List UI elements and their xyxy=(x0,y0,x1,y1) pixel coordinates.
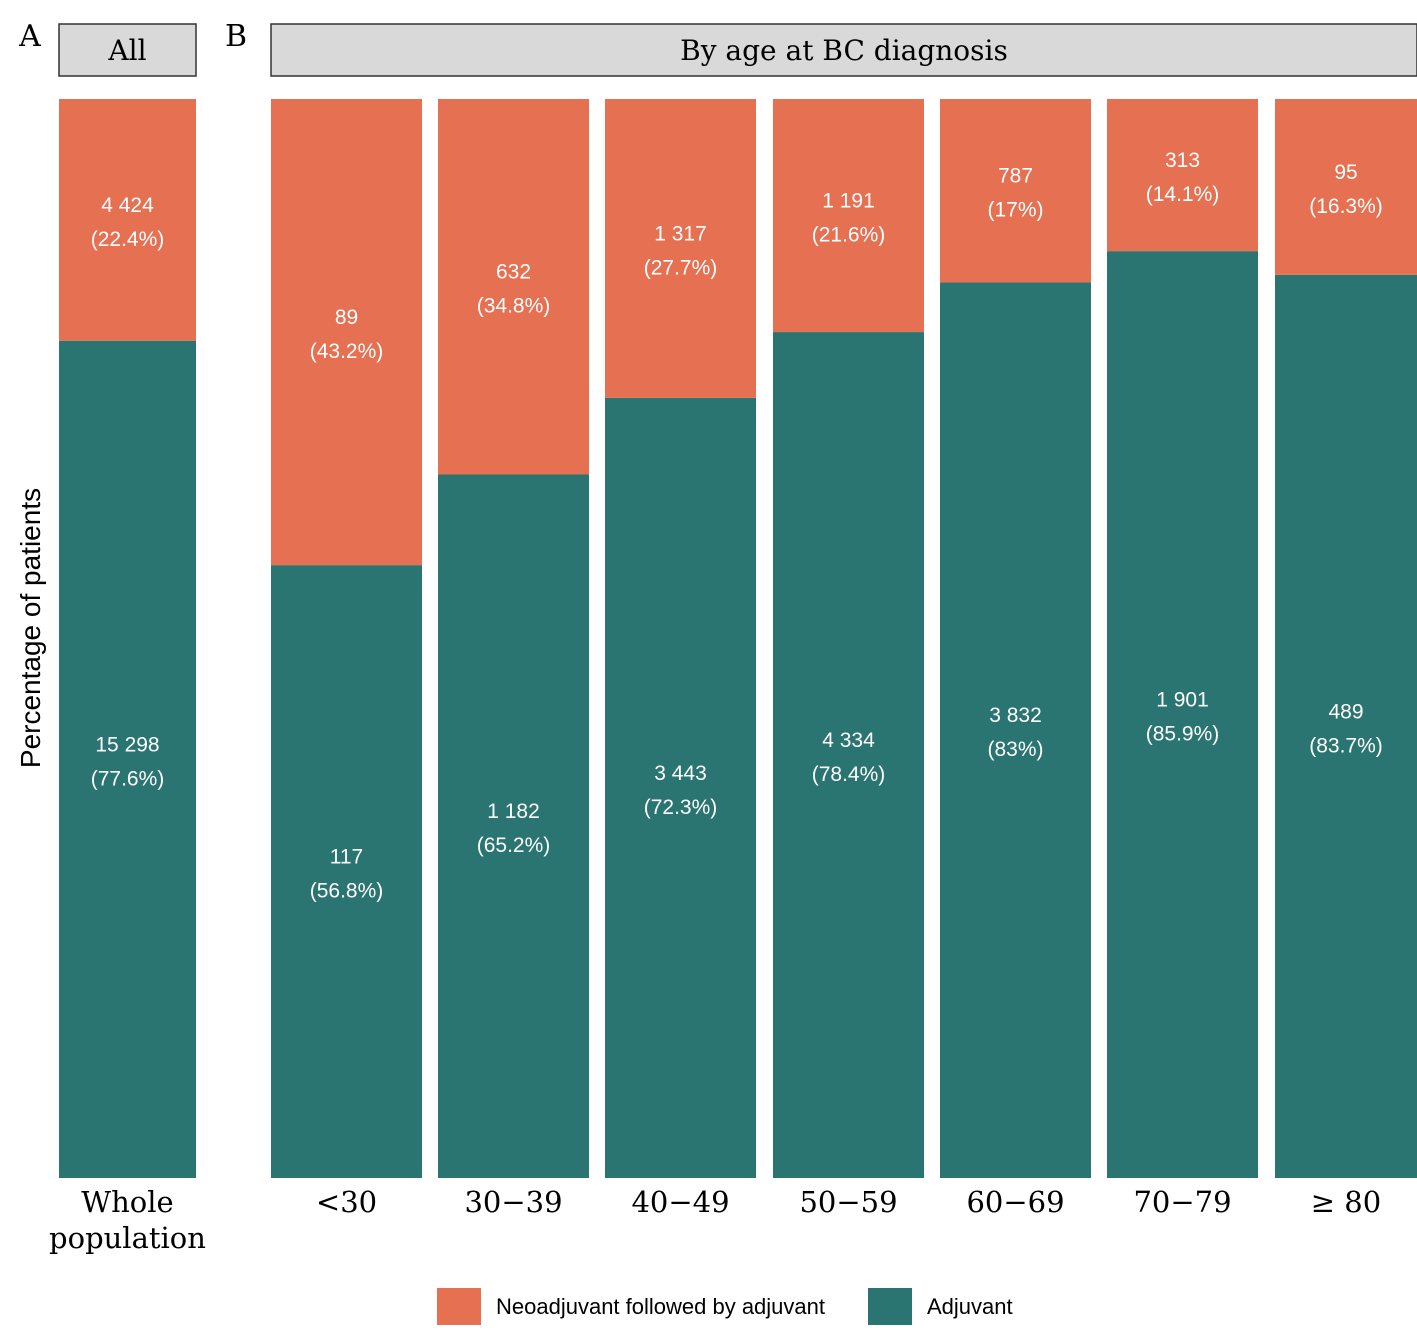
data-label-percent-adjuvant-p1-c0: (56.8%) xyxy=(310,880,384,903)
bar-adjuvant-p1-c6 xyxy=(1275,274,1417,1178)
legend-label-adjuvant: Adjuvant xyxy=(927,1294,1013,1319)
bar-adjuvant-p1-c5 xyxy=(1107,251,1258,1179)
data-label-count-neoadjuvant-p1-c6: 95 xyxy=(1334,161,1357,184)
data-label-count-adjuvant-p1-c0: 117 xyxy=(330,846,363,869)
legend-swatch-neoadjuvant xyxy=(437,1288,481,1325)
bar-adjuvant-p1-c2 xyxy=(605,397,756,1178)
bar-neoadjuvant-p1-c1 xyxy=(438,99,589,475)
bar-adjuvant-p1-c1 xyxy=(438,474,589,1178)
legend-label-neoadjuvant: Neoadjuvant followed by adjuvant xyxy=(496,1294,825,1319)
x-tick-label-p0-c0-line1: population xyxy=(49,1221,206,1255)
data-label-count-neoadjuvant-p1-c1: 632 xyxy=(496,261,531,284)
x-tick-label-p1-c0: <30 xyxy=(316,1185,377,1219)
data-label-count-adjuvant-p1-c3: 4 334 xyxy=(822,729,875,752)
panel-b-strip xyxy=(270,23,1417,77)
bar-neoadjuvant-p1-c2 xyxy=(605,99,756,398)
x-tick-label-p0-c0: Whole xyxy=(81,1185,173,1219)
data-label-percent-adjuvant-p1-c6: (83.7%) xyxy=(1309,734,1383,757)
data-label-count-neoadjuvant-p1-c3: 1 191 xyxy=(822,190,875,213)
data-label-percent-neoadjuvant-p1-c1: (34.8%) xyxy=(477,295,551,318)
data-label-percent-neoadjuvant-p1-c4: (17%) xyxy=(987,199,1043,222)
y-axis-label: Percentage of patients xyxy=(15,488,46,768)
data-label-percent-adjuvant-p1-c1: (65.2%) xyxy=(477,834,551,857)
data-label-count-adjuvant-p1-c1: 1 182 xyxy=(487,800,540,823)
data-label-count-adjuvant-p1-c4: 3 832 xyxy=(989,704,1042,727)
data-label-percent-neoadjuvant-p1-c0: (43.2%) xyxy=(310,340,384,363)
data-label-percent-neoadjuvant-p1-c2: (27.7%) xyxy=(644,256,718,279)
panel-b-strip-title: By age at BC diagnosis xyxy=(680,34,1008,67)
x-tick-label-p1-c3: 50−59 xyxy=(799,1185,897,1219)
bar-adjuvant-p1-c0 xyxy=(271,565,422,1178)
data-label-percent-adjuvant-p1-c2: (72.3%) xyxy=(644,796,718,819)
data-label-percent-neoadjuvant-p1-c5: (14.1%) xyxy=(1146,183,1220,206)
data-label-percent-neoadjuvant-p1-c3: (21.6%) xyxy=(812,224,886,247)
data-label-count-adjuvant-p1-c5: 1 901 xyxy=(1156,689,1209,712)
data-label-count-adjuvant-p1-c6: 489 xyxy=(1328,700,1363,723)
x-tick-label-p1-c1: 30−39 xyxy=(464,1185,562,1219)
bar-neoadjuvant-p1-c6 xyxy=(1275,99,1417,275)
data-label-percent-neoadjuvant-p0-c0: (22.4%) xyxy=(91,228,165,251)
data-label-percent-neoadjuvant-p1-c6: (16.3%) xyxy=(1309,195,1383,218)
x-tick-label-p1-c5: 70−79 xyxy=(1133,1185,1231,1219)
data-label-count-adjuvant-p0-c0: 15 298 xyxy=(95,733,159,756)
bar-neoadjuvant-p1-c0 xyxy=(271,99,422,566)
bar-neoadjuvant-p0-c0 xyxy=(59,99,196,341)
data-label-count-neoadjuvant-p1-c4: 787 xyxy=(998,165,1033,188)
data-label-percent-adjuvant-p1-c3: (78.4%) xyxy=(812,763,886,786)
bar-adjuvant-p1-c4 xyxy=(940,282,1091,1178)
data-label-count-neoadjuvant-p1-c2: 1 317 xyxy=(654,222,707,245)
data-label-count-neoadjuvant-p1-c5: 313 xyxy=(1165,149,1200,172)
bar-neoadjuvant-p1-c4 xyxy=(940,99,1091,283)
data-label-percent-adjuvant-p1-c5: (85.9%) xyxy=(1146,723,1220,746)
bar-neoadjuvant-p1-c3 xyxy=(773,99,924,333)
data-label-count-neoadjuvant-p0-c0: 4 424 xyxy=(101,194,154,217)
bar-adjuvant-p0-c0 xyxy=(59,340,196,1178)
panel-a-letter: A xyxy=(18,19,41,54)
x-tick-label-p1-c2: 40−49 xyxy=(631,1185,729,1219)
bar-neoadjuvant-p1-c5 xyxy=(1107,99,1258,252)
panel-a-strip xyxy=(58,23,197,77)
panel-a-strip-title: All xyxy=(107,34,146,67)
legend-swatch-adjuvant xyxy=(868,1288,912,1325)
panel-b-letter: B xyxy=(225,19,247,54)
data-label-percent-adjuvant-p1-c4: (83%) xyxy=(987,738,1043,761)
x-tick-label-p1-c6: ≥ 80 xyxy=(1311,1185,1381,1219)
data-label-percent-adjuvant-p0-c0: (77.6%) xyxy=(91,767,165,790)
data-label-count-adjuvant-p1-c2: 3 443 xyxy=(654,762,707,785)
bar-adjuvant-p1-c3 xyxy=(773,332,924,1179)
x-tick-label-p1-c4: 60−69 xyxy=(966,1185,1064,1219)
data-label-count-neoadjuvant-p1-c0: 89 xyxy=(335,306,358,329)
